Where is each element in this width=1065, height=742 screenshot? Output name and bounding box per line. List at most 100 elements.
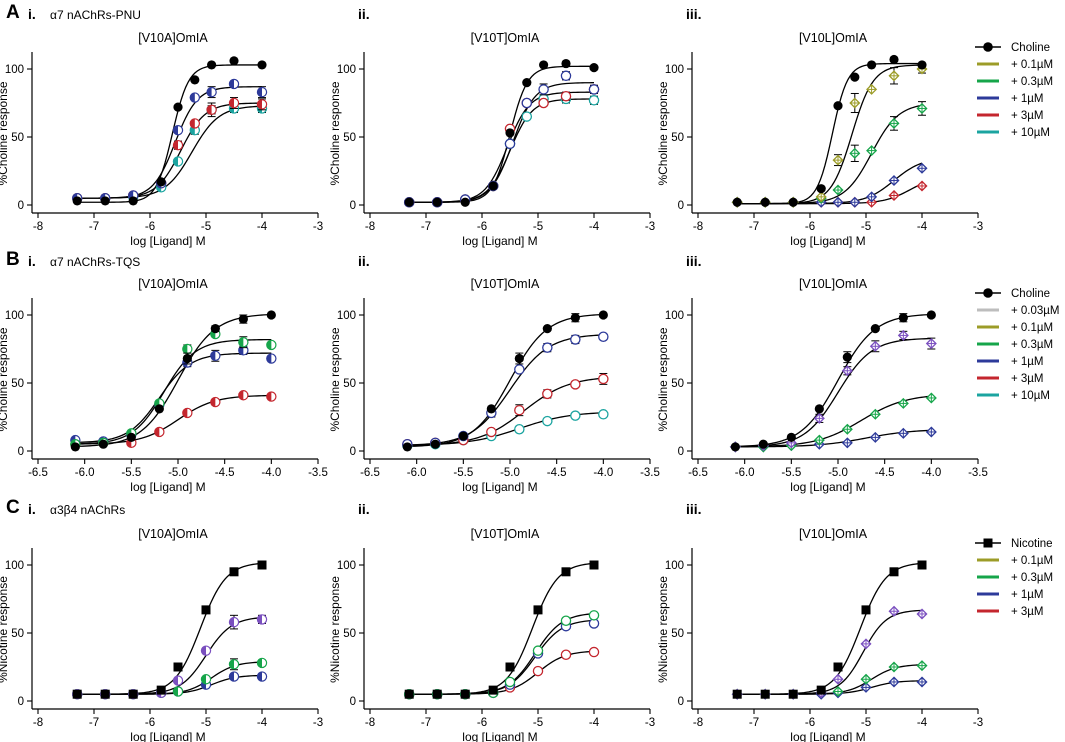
- x-tick-label: -3: [313, 221, 323, 233]
- data-point: [128, 689, 138, 699]
- data-point: [156, 177, 166, 187]
- data-point: [560, 615, 572, 627]
- data-point: [210, 350, 221, 361]
- y-tick-label: 100: [5, 560, 24, 572]
- data-point: [813, 434, 825, 446]
- legend-marker: [983, 288, 993, 298]
- x-tick-label: -3: [645, 717, 655, 729]
- y-axis-label: %Choline response: [656, 81, 670, 185]
- x-axis-label: log [Ligand] M: [790, 480, 865, 494]
- data-point: [514, 404, 525, 416]
- x-tick-label: -7: [749, 221, 759, 233]
- data-point: [758, 439, 768, 449]
- data-point: [156, 685, 166, 695]
- chart-A-iii: iii. [V10L]OmIA -8 -7 -6 -5 -4 -3 0 50 100 log [Lig…: [656, 6, 983, 248]
- x-tick-label: -4.5: [875, 467, 895, 479]
- data-point: [100, 196, 110, 206]
- data-point: [210, 396, 221, 408]
- data-point: [460, 689, 470, 699]
- data-point: [128, 196, 138, 206]
- y-tick-label: 100: [665, 310, 684, 322]
- chart-title: [V10A]OmIA: [138, 527, 208, 541]
- chart-title: [V10T]OmIA: [471, 31, 540, 45]
- data-point: [888, 661, 900, 673]
- data-point: [72, 689, 82, 699]
- x-tick-label: -4: [257, 221, 268, 233]
- data-point: [760, 197, 770, 207]
- legend-label: + 0.3µM: [1011, 339, 1053, 351]
- x-axis-label: log [Ligand] M: [790, 234, 865, 248]
- x-axis-label: log [Ligand] M: [130, 234, 205, 248]
- data-point: [926, 310, 936, 320]
- y-tick-label: 0: [18, 446, 24, 458]
- data-point: [514, 353, 524, 364]
- data-point: [154, 426, 165, 438]
- chart-title: [V10T]OmIA: [471, 527, 540, 541]
- data-point: [888, 605, 900, 617]
- x-tick-label: -5: [533, 717, 543, 729]
- data-point: [539, 60, 549, 70]
- legend-label: + 3µM: [1011, 373, 1044, 385]
- chart-title: [V10T]OmIA: [471, 277, 540, 291]
- x-tick-label: -6: [145, 221, 155, 233]
- x-tick-label: -3: [973, 717, 983, 729]
- legend-label: + 0.1µM: [1011, 322, 1053, 334]
- x-tick-label: -5.0: [828, 467, 848, 479]
- data-point: [816, 184, 826, 194]
- data-point: [860, 638, 872, 650]
- data-point: [514, 364, 525, 375]
- data-point: [917, 560, 927, 570]
- data-point: [888, 189, 900, 201]
- legend-B: Choline + 0.03µM + 0.1µM + 0.3µM + 1µM + 3µM +…: [975, 288, 1060, 402]
- panel-letter-B: B: [6, 249, 20, 270]
- data-point: [238, 337, 249, 348]
- x-tick-label: -5.0: [168, 467, 188, 479]
- data-point: [488, 181, 498, 191]
- data-point: [189, 92, 200, 103]
- legend-label: + 0.3µM: [1011, 76, 1053, 88]
- y-tick-label: 0: [350, 200, 356, 212]
- y-tick-label: 100: [5, 64, 24, 76]
- data-point: [588, 95, 600, 106]
- data-point: [842, 352, 852, 362]
- x-tick-label: -6: [145, 717, 155, 729]
- row-subtitle: α7 nAChRs-PNU: [50, 8, 141, 22]
- data-point: [257, 60, 267, 70]
- data-point: [833, 101, 843, 111]
- data-point: [588, 610, 600, 621]
- data-point: [228, 78, 240, 90]
- data-point: [598, 409, 609, 420]
- x-axis-label: log [Ligand] M: [462, 234, 537, 248]
- legend-marker: [983, 538, 993, 548]
- data-point: [925, 392, 937, 404]
- data-point: [916, 660, 928, 672]
- y-axis-label: %Choline response: [328, 81, 342, 185]
- data-point: [182, 407, 193, 419]
- chart-title: [V10A]OmIA: [138, 277, 208, 291]
- data-point: [888, 676, 900, 688]
- data-point: [841, 437, 853, 449]
- data-point: [869, 431, 881, 443]
- data-point: [206, 86, 217, 98]
- data-point: [229, 567, 239, 577]
- data-point: [849, 147, 861, 159]
- x-tick-label: -8: [33, 221, 43, 233]
- data-point: [172, 139, 184, 151]
- data-point: [189, 118, 200, 129]
- x-tick-label: -7: [89, 221, 99, 233]
- y-tick-label: 50: [11, 628, 24, 640]
- data-point: [832, 154, 844, 166]
- data-point: [917, 60, 927, 70]
- data-point: [897, 329, 909, 341]
- panel-letter-C: C: [6, 497, 20, 518]
- x-tick-label: -4: [917, 221, 928, 233]
- x-tick-label: -5: [201, 221, 211, 233]
- sub-panel-roman: iii.: [686, 253, 702, 269]
- legend-label: + 10µM: [1011, 127, 1050, 139]
- data-point: [266, 339, 277, 351]
- data-point: [228, 616, 240, 628]
- data-point: [532, 645, 544, 656]
- data-point: [505, 662, 515, 672]
- data-point: [841, 423, 853, 435]
